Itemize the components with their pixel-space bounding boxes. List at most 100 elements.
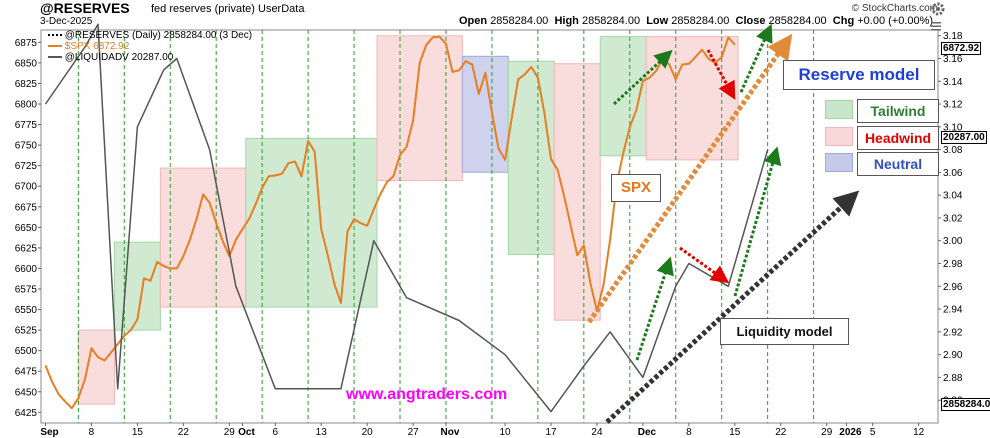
left-tick-label-9: 6650 bbox=[15, 223, 38, 234]
plot-frame bbox=[40, 29, 939, 424]
x-axis: Sep 8 15 22 29 Oct 6 13 20 27 Nov 10 17 24 Dec 8 15 22 29 2… bbox=[40, 423, 925, 438]
x-tick-label-14: Dec bbox=[638, 427, 657, 438]
orange-line-icon bbox=[48, 45, 62, 48]
headwind-label: Headwind bbox=[857, 126, 939, 150]
left-tick-label-3: 6500 bbox=[15, 346, 38, 357]
left-tick-label-8: 6625 bbox=[15, 243, 38, 254]
x-tick-label-21: 12 bbox=[913, 427, 925, 438]
x-tick-label-15: 8 bbox=[686, 427, 692, 438]
left-tick-label-0: 6425 bbox=[15, 408, 38, 419]
red-arrow-1 bbox=[706, 49, 736, 100]
headwind-region-2 bbox=[159, 167, 247, 308]
chg-label: Chg bbox=[832, 15, 855, 27]
gear-icon[interactable] bbox=[930, 1, 946, 17]
green-arrow-2 bbox=[739, 23, 773, 93]
source-text: UserData bbox=[258, 3, 305, 15]
headwind-region-7 bbox=[553, 63, 601, 321]
reserves-price-label: 2858284.00 bbox=[941, 398, 990, 411]
x-tick-label-7: 13 bbox=[316, 427, 328, 438]
x-tick-label-19: 2026 bbox=[839, 427, 862, 438]
x-tick-label-9: 27 bbox=[408, 427, 420, 438]
tailwind-swatch bbox=[825, 100, 853, 119]
headwind-region-0 bbox=[77, 329, 115, 405]
x-tick-label-4: 29 bbox=[224, 427, 236, 438]
right-tick-label-9: 3.04 bbox=[943, 191, 963, 202]
headwind-region-9 bbox=[645, 36, 739, 161]
right-tick-label-7: 3.00 bbox=[943, 236, 963, 247]
low-label: Low bbox=[646, 15, 669, 27]
liquidity-price-label: 20287.00 bbox=[941, 131, 987, 144]
left-tick-label-10: 6675 bbox=[15, 202, 38, 213]
right-tick-label-12: 3.10 bbox=[943, 122, 963, 133]
description-text: fed reserves (private) bbox=[151, 3, 255, 15]
x-tick-label-17: 22 bbox=[775, 427, 787, 438]
right-tick-label-10: 3.06 bbox=[943, 168, 963, 179]
x-tick-label-16: 15 bbox=[729, 427, 741, 438]
website-text: www.angtraders.com bbox=[346, 386, 508, 403]
close-value: 2858284.00 bbox=[768, 15, 827, 27]
headwind-swatch bbox=[825, 127, 853, 146]
x-tick-label-8: 20 bbox=[362, 427, 374, 438]
neutral-swatch bbox=[825, 153, 853, 172]
symbol-description: fed reserves (private) UserData bbox=[151, 3, 304, 15]
right-tick-label-8: 3.02 bbox=[943, 213, 963, 224]
gridlines-layer bbox=[77, 30, 815, 423]
x-tick-label-3: 22 bbox=[178, 427, 190, 438]
x-tick-label-5: Oct bbox=[238, 427, 255, 438]
green-arrow-4 bbox=[733, 146, 782, 297]
left-tick-label-15: 6800 bbox=[15, 99, 38, 110]
liquidity-trend-arrow bbox=[605, 190, 860, 424]
right-tick-label-14: 3.14 bbox=[943, 77, 963, 88]
x-tick-label-13: 24 bbox=[591, 427, 603, 438]
x-tick-label-18: 29 bbox=[821, 427, 833, 438]
series-layer bbox=[44, 23, 769, 413]
left-tick-label-7: 6600 bbox=[15, 264, 38, 275]
right-tick-label-16: 3.18 bbox=[943, 31, 963, 42]
left-axis: 6425 6450 6475 6500 6525 6550 6575 6600 6625 6650… bbox=[15, 38, 41, 419]
right-tick-label-2: 2.90 bbox=[943, 350, 963, 361]
menu-icon[interactable] bbox=[930, 20, 942, 32]
annotation-arrows bbox=[586, 23, 860, 424]
left-tick-label-2: 6475 bbox=[15, 367, 38, 378]
headwind-region-4 bbox=[376, 35, 463, 181]
left-tick-label-14: 6775 bbox=[15, 120, 38, 131]
left-tick-label-4: 6525 bbox=[15, 326, 38, 337]
gray-line-icon bbox=[48, 56, 62, 59]
left-tick-label-6: 6575 bbox=[15, 284, 38, 295]
chg-value: +0.00 (+0.00%) bbox=[857, 15, 934, 27]
right-tick-label-4: 2.94 bbox=[943, 305, 963, 316]
legend-spx-label: $SPX 6872.92 bbox=[64, 41, 130, 52]
open-label: Open bbox=[459, 15, 488, 27]
legend-reserves-label: @RESERVES (Daily) 2858284.00 (3 Dec) bbox=[64, 30, 253, 41]
left-tick-label-16: 6825 bbox=[15, 79, 38, 90]
left-tick-label-12: 6725 bbox=[15, 161, 38, 172]
left-tick-label-11: 6700 bbox=[15, 182, 38, 193]
right-tick-label-11: 3.08 bbox=[943, 145, 963, 156]
open-value: 2858284.00 bbox=[490, 15, 549, 27]
high-value: 2858284.00 bbox=[581, 15, 641, 27]
dotted-line-icon bbox=[48, 34, 62, 37]
regions-layer bbox=[77, 35, 739, 405]
left-tick-label-1: 6450 bbox=[15, 387, 38, 398]
x-tick-label-10: Nov bbox=[441, 427, 460, 438]
legend-reserves: @RESERVES (Daily) 2858284.00 (3 Dec) bbox=[48, 30, 252, 41]
legend-spx: $SPX 6872.92 bbox=[48, 41, 129, 52]
tailwind-region-6 bbox=[507, 60, 555, 255]
right-tick-label-6: 2.98 bbox=[943, 259, 963, 270]
spx-price-label: 6872.92 bbox=[941, 42, 982, 55]
green-arrow-3 bbox=[635, 256, 674, 361]
spx-label: SPX bbox=[611, 174, 661, 202]
tailwind-label: Tailwind bbox=[857, 99, 939, 123]
left-tick-label-13: 6750 bbox=[15, 141, 38, 152]
x-tick-label-0: Sep bbox=[40, 427, 58, 438]
liquidity-model-label: Liquidity model bbox=[720, 318, 849, 345]
right-tick-label-1: 2.88 bbox=[943, 373, 963, 384]
red-arrow-2 bbox=[679, 246, 730, 284]
low-value: 2858284.00 bbox=[671, 15, 730, 27]
close-label: Close bbox=[735, 15, 766, 27]
x-tick-label-1: 8 bbox=[89, 427, 95, 438]
ohlc-bar: Open 2858284.00 High 2858284.00 Low 2858… bbox=[459, 15, 933, 27]
x-tick-label-20: 5 bbox=[870, 427, 876, 438]
x-tick-label-6: 6 bbox=[272, 427, 278, 438]
